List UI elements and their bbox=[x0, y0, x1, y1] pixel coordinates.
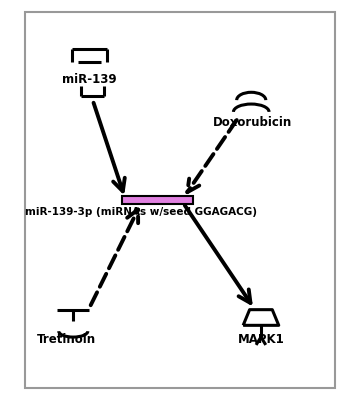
Text: Tretinoin: Tretinoin bbox=[37, 333, 97, 346]
Text: Doxorubicin: Doxorubicin bbox=[213, 116, 292, 129]
Text: miR-139-3p (miRNAs w/seed GGAGACG): miR-139-3p (miRNAs w/seed GGAGACG) bbox=[25, 207, 257, 217]
Text: miR-139: miR-139 bbox=[62, 73, 117, 86]
Bar bbox=[122, 196, 193, 204]
FancyBboxPatch shape bbox=[25, 12, 335, 388]
Text: MAPK1: MAPK1 bbox=[238, 333, 284, 346]
